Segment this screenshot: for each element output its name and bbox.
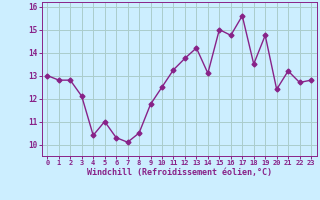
X-axis label: Windchill (Refroidissement éolien,°C): Windchill (Refroidissement éolien,°C): [87, 168, 272, 177]
